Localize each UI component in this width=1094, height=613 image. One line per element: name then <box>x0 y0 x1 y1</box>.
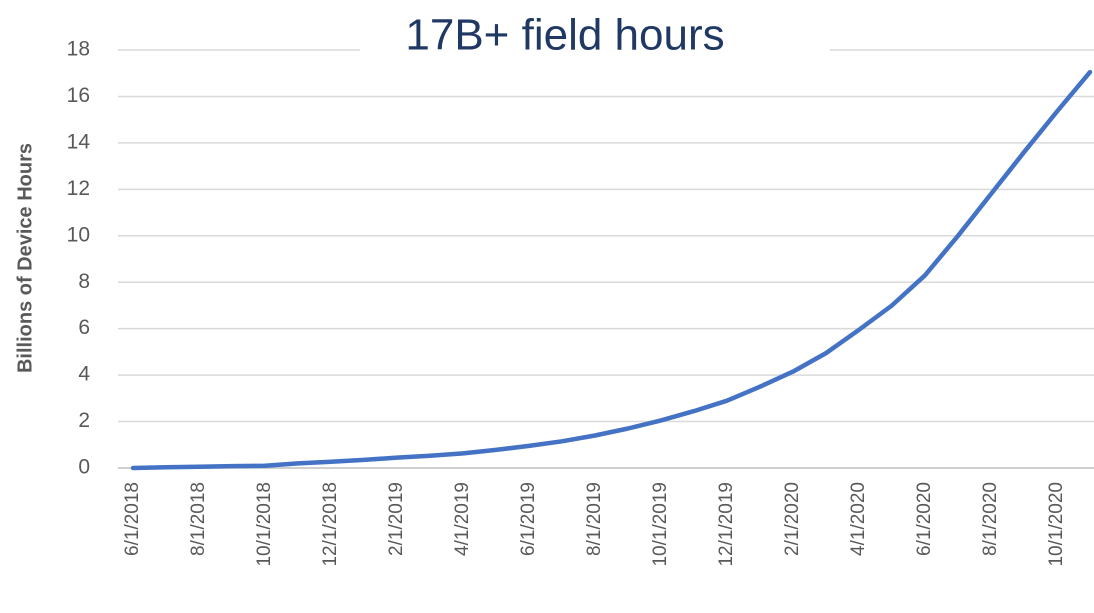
x-tick-label: 6/1/2018 <box>122 482 143 556</box>
y-tick-label: 6 <box>78 316 90 339</box>
y-tick-label: 12 <box>67 177 90 200</box>
y-tick-label: 0 <box>78 456 90 479</box>
chart-title: 17B+ field hours <box>405 11 724 60</box>
x-tick-label: 12/1/2018 <box>320 482 341 567</box>
data-line <box>130 69 1093 471</box>
x-tick-label: 10/1/2018 <box>254 482 275 567</box>
title-background <box>360 10 830 70</box>
x-tick-label: 10/1/2020 <box>1046 482 1067 567</box>
x-tick-label: 2/1/2020 <box>782 482 803 556</box>
y-tick-label: 18 <box>67 38 90 61</box>
x-tick-label: 4/1/2020 <box>848 482 869 556</box>
y-tick-label: 16 <box>67 84 90 107</box>
x-tick-label: 6/1/2020 <box>914 482 935 556</box>
y-tick-label: 14 <box>67 130 91 153</box>
x-tick-label: 6/1/2019 <box>518 482 539 556</box>
y-tick-label: 10 <box>67 223 90 246</box>
y-tick-label: 8 <box>78 270 90 293</box>
y-tick-label: 4 <box>78 363 90 386</box>
x-tick-label: 8/1/2018 <box>188 482 209 556</box>
y-axis-label: Billions of Device Hours <box>14 143 36 373</box>
x-tick-label: 2/1/2019 <box>386 482 407 556</box>
y-tick-label: 2 <box>78 409 90 432</box>
x-tick-label: 12/1/2019 <box>716 482 737 567</box>
x-tick-label: 4/1/2019 <box>452 482 473 556</box>
x-tick-label: 10/1/2019 <box>650 482 671 567</box>
x-tick-label: 8/1/2020 <box>980 482 1001 556</box>
x-tick-label: 8/1/2019 <box>584 482 605 556</box>
